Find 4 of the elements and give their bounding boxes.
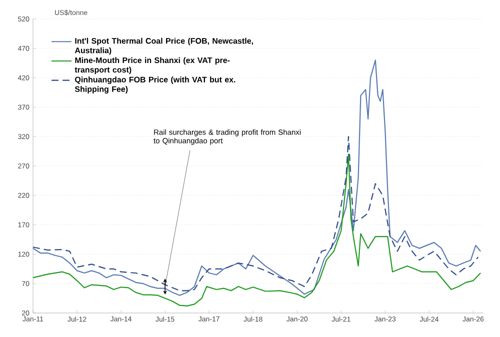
legend-label: Int'l Spot Thermal Coal Price (FOB, Newcastle, Australia): [74, 38, 253, 55]
legend-label: Qinhuangdao FOB Price (with VAT but ex. Shipping Fee): [74, 76, 236, 94]
legend-label: Mine-Mouth Price in Shanxi (ex VAT pre-transport cost): [74, 57, 230, 74]
line-series: [32, 136, 479, 292]
